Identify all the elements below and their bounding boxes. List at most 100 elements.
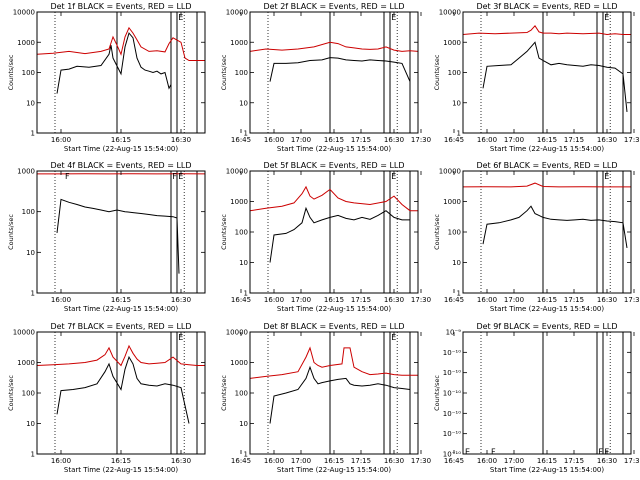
plot-frame: [462, 331, 632, 455]
flag-label: E: [604, 172, 609, 181]
panel-title: Det 2f BLACK = Events, RED = LLD: [263, 2, 404, 11]
y-tick-label: 10000: [13, 9, 35, 17]
x-tick-label: 16:30: [171, 136, 191, 144]
x-tick-label: 17:30: [411, 296, 431, 304]
x-axis-label: Start Time (22-Aug-15 15:54:00): [64, 466, 178, 474]
plot-frame: [462, 170, 632, 294]
y-tick-label: 1: [31, 451, 35, 459]
x-tick-label: 17:00: [291, 296, 311, 304]
events-series-line: [269, 365, 411, 424]
y-tick-label: 10: [26, 249, 35, 257]
y-tick-label: 10000: [13, 329, 35, 337]
flag-label: F: [65, 172, 70, 181]
events-series-line: [56, 32, 172, 94]
x-tick-label: 16:45: [231, 296, 251, 304]
y-tick-label: 100: [22, 69, 35, 77]
y-axis-label: Counts/sec: [220, 375, 228, 411]
x-tick-label: 17:00: [504, 296, 524, 304]
x-tick-label: 16:15: [324, 457, 344, 465]
y-tick-label: 100: [235, 229, 248, 237]
x-tick-label: 17:00: [504, 136, 524, 144]
x-tick-label: 16:15: [111, 136, 131, 144]
y-tick-label: 10⁻⁹: [446, 329, 462, 337]
events-series-line: [482, 205, 628, 248]
lld-series-line: [462, 182, 631, 188]
y-axis-label: Counts/sec: [7, 214, 15, 250]
y-axis-label: Counts/sec: [220, 214, 228, 250]
x-tick-label: 16:15: [324, 136, 344, 144]
x-tick-label: 16:15: [324, 296, 344, 304]
plot-frame: [462, 11, 632, 134]
y-tick-label: 100: [448, 69, 461, 77]
x-tick-label: 17:30: [411, 457, 431, 465]
flag-label: E: [391, 13, 396, 22]
y-tick-label: 1: [244, 130, 248, 138]
y-tick-label: 10⁻¹⁰: [443, 430, 461, 438]
y-tick-label: 10⁻¹⁰: [443, 349, 461, 357]
y-tick-label: 1: [457, 130, 461, 138]
events-series-line: [269, 57, 411, 82]
flag-label: E: [178, 172, 183, 181]
x-tick-label: 16:45: [231, 136, 251, 144]
flag-label: F: [491, 448, 496, 457]
x-axis-label: Start Time (22-Aug-15 15:54:00): [490, 305, 604, 313]
events-series-line: [56, 198, 180, 274]
x-tick-label: 17:30: [624, 296, 640, 304]
flag-label: F: [172, 172, 177, 181]
x-tick-label: 17:30: [624, 136, 640, 144]
x-tick-label: 16:00: [477, 457, 497, 465]
y-axis-label: Counts/sec: [7, 54, 15, 90]
lld-series-line: [462, 24, 631, 36]
x-tick-label: 16:45: [444, 136, 464, 144]
y-tick-label: 10: [239, 99, 248, 107]
panel-title: Det 8f BLACK = Events, RED = LLD: [263, 322, 404, 331]
x-tick-label: 16:00: [264, 296, 284, 304]
y-axis-label: Counts/sec: [433, 375, 441, 411]
y-tick-label: 1000: [230, 359, 248, 367]
x-axis-label: Start Time (22-Aug-15 15:54:00): [64, 145, 178, 153]
panel-det-2: Det 2f BLACK = Events, RED = LLD E 1 10 100 1…: [220, 2, 640, 153]
y-tick-label: 1000: [17, 359, 35, 367]
x-tick-label: 16:30: [597, 136, 617, 144]
x-tick-label: 16:30: [597, 457, 617, 465]
y-tick-label: 1: [31, 130, 35, 138]
x-tick-label: 16:15: [537, 296, 557, 304]
y-tick-label: 1000: [230, 198, 248, 206]
x-axis-label: Start Time (22-Aug-15 15:54:00): [490, 466, 604, 474]
x-tick-label: 16:15: [537, 136, 557, 144]
y-tick-label: 10: [26, 420, 35, 428]
x-tick-label: 17:15: [564, 136, 584, 144]
y-axis-label: Counts/sec: [220, 54, 228, 90]
plot-frame: [36, 331, 206, 455]
y-tick-label: 100: [235, 390, 248, 398]
panel-det-6: Det 6f BLACK = Events, RED = LLD E 1 10 100 1…: [433, 161, 632, 313]
x-tick-label: 16:00: [51, 136, 71, 144]
panel-det-3: Det 3f BLACK = Events, RED = LLD E 1 10 100 1…: [433, 2, 632, 153]
y-tick-label: 1: [244, 290, 248, 298]
y-tick-label: 10: [239, 259, 248, 267]
y-tick-label: 100: [22, 390, 35, 398]
y-tick-label: 10⁻¹⁰: [443, 390, 461, 398]
plot-frame: [249, 11, 419, 134]
y-tick-label: 10⁻¹⁰: [443, 410, 461, 418]
plot-frame: [36, 170, 206, 294]
flag-label: E: [604, 13, 609, 22]
x-tick-label: 16:00: [477, 136, 497, 144]
x-tick-label: 16:45: [444, 457, 464, 465]
x-tick-label: 17:00: [504, 457, 524, 465]
x-axis-label: Start Time (22-Aug-15 15:54:00): [490, 145, 604, 153]
flag-label: E: [391, 333, 396, 342]
events-series-line: [482, 41, 628, 112]
x-tick-label: 17:30: [411, 136, 431, 144]
x-tick-label: 17:30: [624, 457, 640, 465]
y-tick-label: 10000: [226, 9, 248, 17]
flag-label: E: [465, 448, 470, 457]
y-tick-label: 10⁻¹⁰: [443, 369, 461, 377]
x-axis-label: Start Time (22-Aug-15 15:54:00): [64, 305, 178, 313]
flag-label: E: [178, 13, 183, 22]
flag-label: E: [391, 172, 396, 181]
panel-title: Det 4f BLACK = Events, RED = LLD: [50, 161, 191, 170]
y-tick-label: 10000: [439, 9, 461, 17]
plot-frame: [249, 170, 419, 294]
